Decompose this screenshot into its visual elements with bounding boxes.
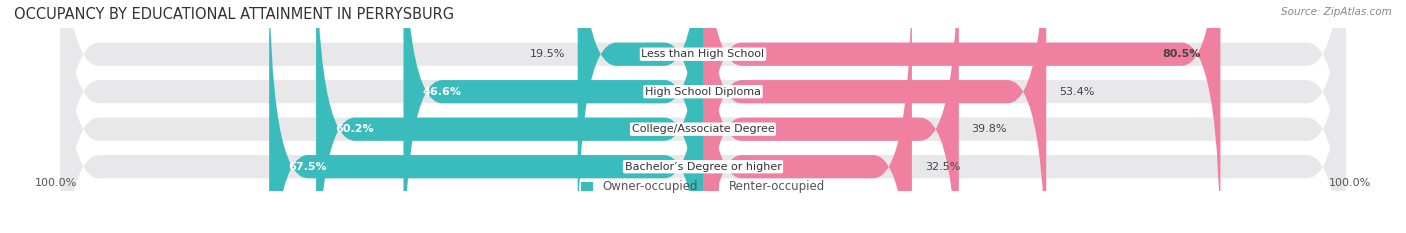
Text: 100.0%: 100.0% <box>1329 178 1371 188</box>
FancyBboxPatch shape <box>60 0 1346 233</box>
FancyBboxPatch shape <box>269 0 703 233</box>
Text: 19.5%: 19.5% <box>530 49 565 59</box>
FancyBboxPatch shape <box>404 0 703 233</box>
FancyBboxPatch shape <box>60 0 1346 233</box>
Text: College/Associate Degree: College/Associate Degree <box>631 124 775 134</box>
Text: 100.0%: 100.0% <box>35 178 77 188</box>
FancyBboxPatch shape <box>316 0 703 233</box>
FancyBboxPatch shape <box>703 0 1046 233</box>
Text: High School Diploma: High School Diploma <box>645 87 761 97</box>
Text: OCCUPANCY BY EDUCATIONAL ATTAINMENT IN PERRYSBURG: OCCUPANCY BY EDUCATIONAL ATTAINMENT IN P… <box>14 7 454 22</box>
FancyBboxPatch shape <box>60 0 1346 233</box>
FancyBboxPatch shape <box>703 0 912 233</box>
Text: 67.5%: 67.5% <box>288 162 328 172</box>
Text: 80.5%: 80.5% <box>1163 49 1201 59</box>
Text: Source: ZipAtlas.com: Source: ZipAtlas.com <box>1281 7 1392 17</box>
Text: 32.5%: 32.5% <box>925 162 960 172</box>
FancyBboxPatch shape <box>703 0 959 233</box>
Text: 53.4%: 53.4% <box>1059 87 1094 97</box>
Text: 46.6%: 46.6% <box>423 87 461 97</box>
Text: 60.2%: 60.2% <box>336 124 374 134</box>
Legend: Owner-occupied, Renter-occupied: Owner-occupied, Renter-occupied <box>581 180 825 193</box>
Text: 39.8%: 39.8% <box>972 124 1007 134</box>
Text: Bachelor’s Degree or higher: Bachelor’s Degree or higher <box>624 162 782 172</box>
FancyBboxPatch shape <box>578 0 703 233</box>
FancyBboxPatch shape <box>703 0 1220 233</box>
FancyBboxPatch shape <box>60 0 1346 233</box>
Text: Less than High School: Less than High School <box>641 49 765 59</box>
